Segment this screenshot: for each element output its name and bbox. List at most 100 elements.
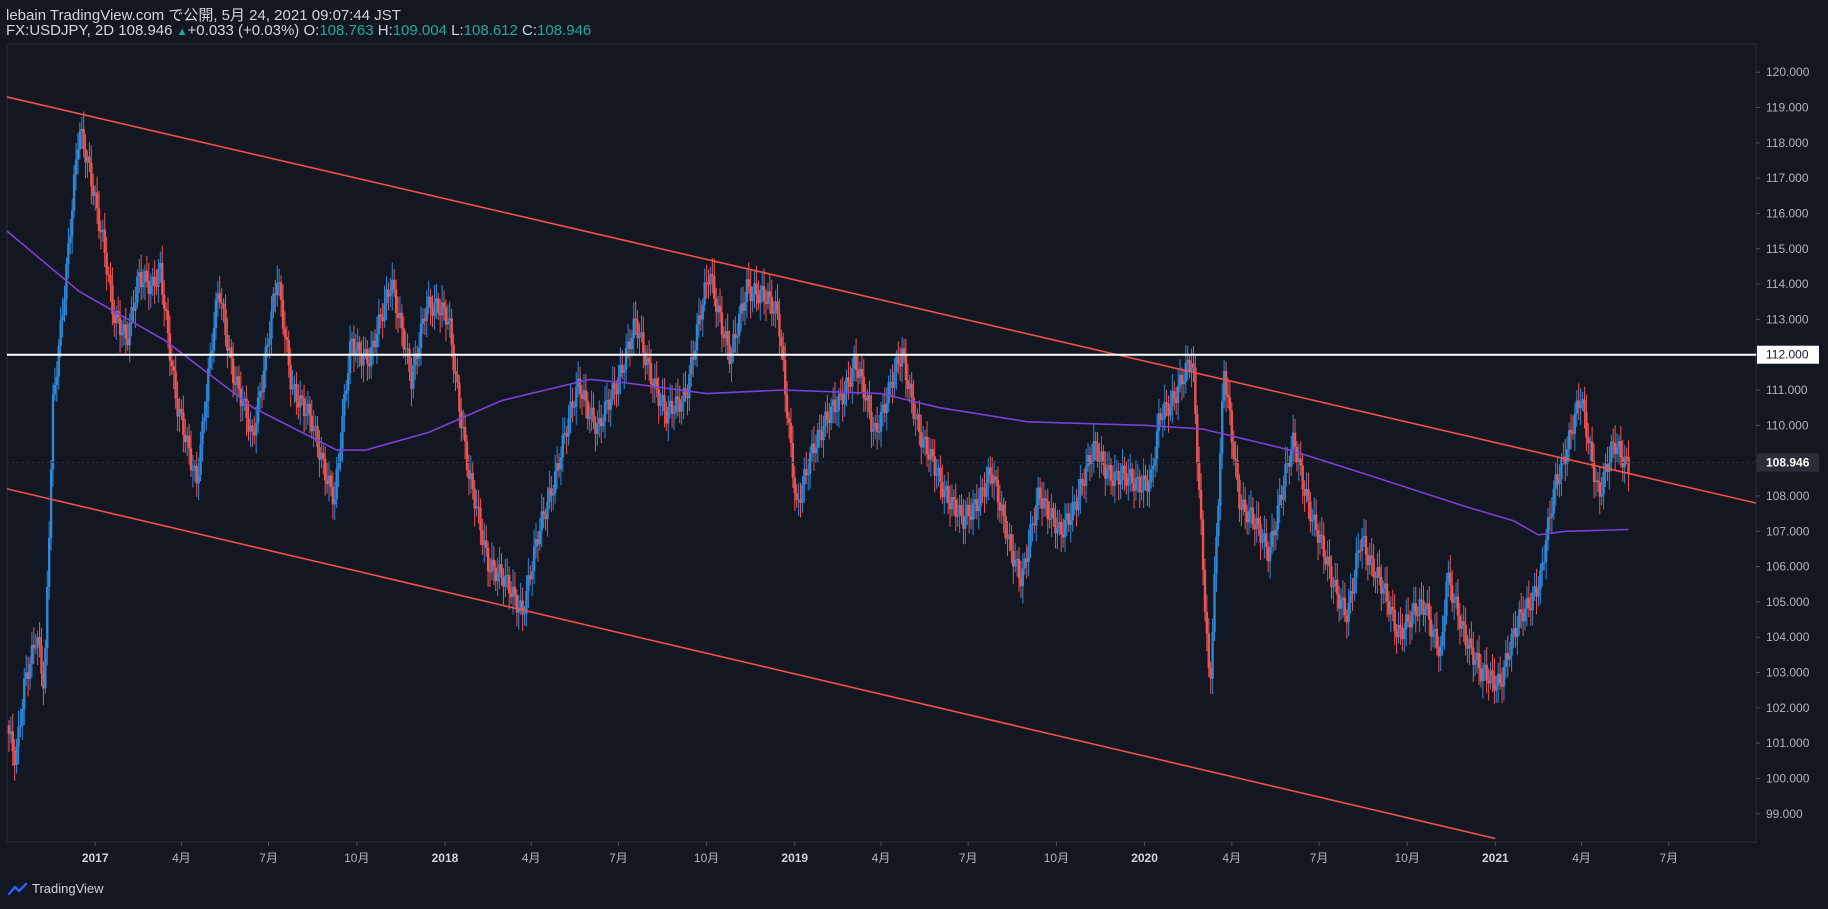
candle-body [1031,523,1034,525]
candle-body [943,489,946,498]
candle-body [1167,403,1170,416]
candle-body [1134,477,1138,491]
candle-body [74,159,78,175]
candle-body [1383,583,1387,589]
candle-body [1479,668,1483,682]
candle-body [1554,474,1557,489]
time-axis[interactable]: 2017 4月 7月 10月 2018 4月 7月 10月 2019 4月 7月 10月 2020 4月 7… [82,842,1678,865]
candle-body [1067,513,1071,525]
candle-body [799,499,802,504]
time-tick-label: 7月 [609,851,628,865]
candle-body [1380,577,1383,594]
candle-body [998,502,1002,511]
candle-body [854,355,858,370]
candle-body [1577,400,1580,409]
level-price-badge [1757,345,1819,364]
candle-body [118,317,122,336]
candle-body [17,726,20,747]
candle-body [36,636,39,648]
candle-body [212,328,216,351]
candle-body [1048,519,1051,521]
candle-body [789,423,793,444]
candle-body [875,423,879,433]
candle-body [1006,538,1009,540]
candle-body [590,407,593,415]
candle-body [688,374,691,399]
candle-body [1073,501,1076,503]
candle-body [1560,458,1563,480]
candle-body [502,577,505,587]
candle-body [93,192,97,196]
candle-body [701,304,704,320]
candle-body [237,376,241,389]
candle-body [509,593,513,598]
candle-body [228,347,231,351]
candle-body [831,399,835,407]
price-axis[interactable]: 99.000 100.000 101.000 102.000 103.000 104.00… [1756,65,1819,821]
candle-body [42,673,45,689]
candle-body [78,131,82,150]
candle-body [1184,362,1187,383]
candle-body [967,504,971,516]
candle-body [1178,374,1182,387]
candle-body [337,461,340,470]
candle-body [176,398,179,417]
candle-body [990,474,994,484]
candle-body [1021,568,1025,587]
candle-body [95,192,99,209]
candle-body [615,388,618,395]
candle-body [607,399,611,410]
candle-body [716,305,720,312]
candle-body [801,484,804,504]
candle-body [92,186,95,196]
candle-body [442,302,446,308]
candle-body [1109,464,1113,481]
candle-body [960,504,963,517]
candle-body [969,515,973,520]
candle-body [189,448,193,470]
candle-body [266,344,269,347]
candle-body [155,286,158,288]
candle-body [57,346,60,377]
candle-body [1259,524,1262,543]
candle-body [1303,489,1306,496]
candle-body [1033,523,1036,526]
candle-body [47,538,51,587]
candle-body [1573,413,1577,434]
candle-body [147,280,151,294]
tradingview-brand[interactable]: TradingView [8,881,104,896]
candle-body [1044,498,1048,501]
candle-body [747,279,750,287]
candle-body [1061,534,1065,538]
candle-body [1222,371,1226,401]
candle-body [845,377,848,394]
candle-body [1481,668,1485,682]
ohlc-legend: FX:USDJPY, 2D 108.946 ▲+0.033 (+0.03%) O… [6,22,591,39]
candle-body [1025,558,1028,563]
candle-body [486,547,490,572]
candle-body [1065,513,1069,520]
candle-body [1230,410,1233,443]
candle-body [504,575,507,587]
candle-body [684,388,687,397]
candle-body [806,474,810,476]
candle-body [1220,400,1224,454]
candle-body [1163,402,1166,419]
candle-body [835,410,839,413]
candle-body [860,368,864,377]
candle-body [1293,432,1297,448]
candle-body [805,469,808,476]
candle-body [1251,507,1255,525]
candle-body [826,411,829,420]
candle-body [1196,413,1199,464]
candle-body [950,497,954,510]
candle-body [1197,463,1201,491]
candle-body [1454,596,1458,600]
candle-body [312,427,315,432]
candle-body [111,284,114,315]
candle-body [11,731,14,752]
candle-body [724,331,727,339]
candle-body [264,346,267,371]
candle-body [67,243,70,265]
